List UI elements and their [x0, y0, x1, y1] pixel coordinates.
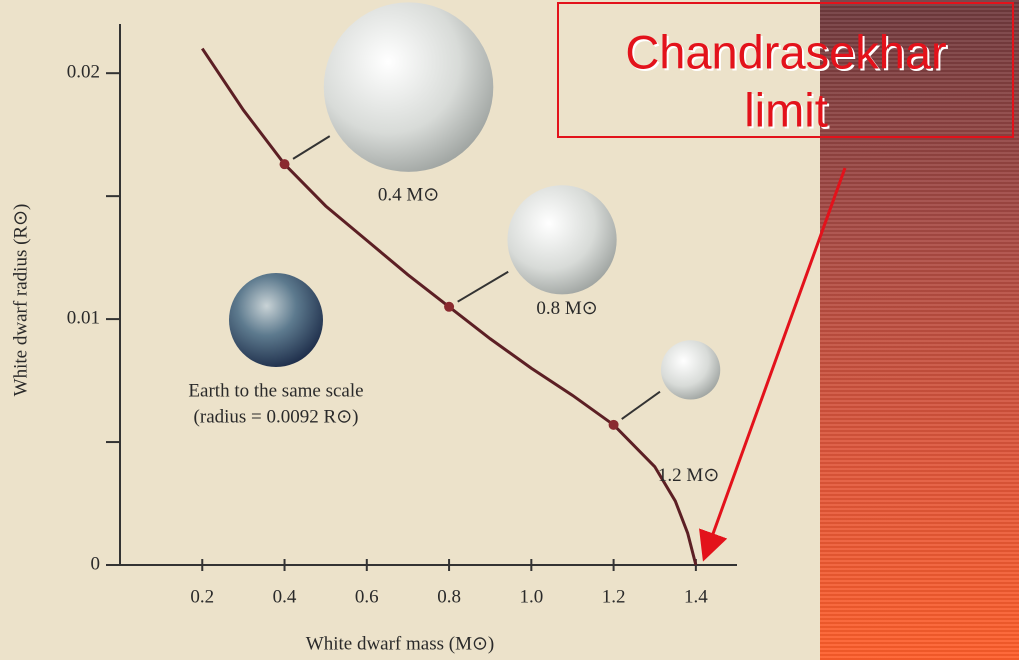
y-tick-label: 0.01: [67, 307, 100, 328]
star-sphere: [661, 340, 720, 399]
x-tick-label: 0.4: [273, 586, 297, 607]
y-axis-title: White dwarf radius (R⊙): [10, 204, 31, 397]
page: Earth to the same scale (radius = 0.0092…: [0, 0, 1019, 660]
connector: [293, 136, 330, 159]
annotation-text: Chandrasekhar: [625, 25, 946, 78]
x-tick-label: 0.6: [355, 586, 379, 607]
x-axis-title: White dwarf mass (M⊙): [306, 633, 494, 654]
annotation-arrow: [705, 168, 845, 556]
point-marker: [444, 302, 454, 312]
point-marker: [609, 420, 619, 430]
earth-caption: (radius = 0.0092 R⊙): [194, 406, 359, 427]
point-label: 1.2 M⊙: [658, 465, 719, 486]
x-tick-label: 1.4: [684, 586, 708, 607]
x-tick-label: 0.8: [437, 586, 461, 607]
point-label: 0.8 M⊙: [536, 298, 597, 319]
x-tick-label: 0.2: [190, 586, 214, 607]
x-tick-label: 1.2: [602, 586, 626, 607]
annotation-text: limit: [744, 83, 828, 136]
connector: [622, 392, 660, 419]
star-sphere: [507, 185, 616, 294]
y-tick-label: 0.02: [67, 62, 100, 83]
y-tick-label: 0: [91, 553, 101, 574]
chart: Earth to the same scale (radius = 0.0092…: [0, 0, 1019, 660]
star-sphere: [324, 2, 494, 172]
connector: [458, 272, 509, 302]
earth-illustration: [229, 273, 323, 367]
earth-caption: Earth to the same scale: [188, 380, 363, 401]
point-label: 0.4 M⊙: [378, 185, 439, 206]
x-tick-label: 1.0: [519, 586, 543, 607]
point-marker: [280, 159, 290, 169]
